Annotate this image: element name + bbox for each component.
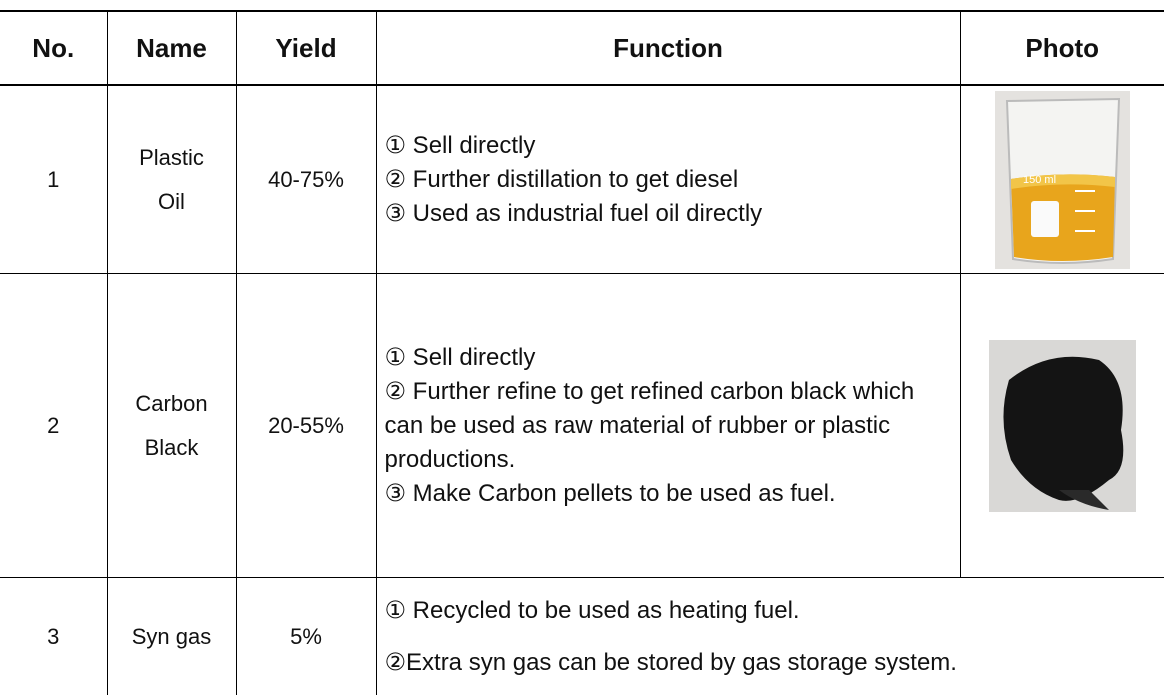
header-cell: Yield: [236, 11, 376, 85]
no-cell: 2: [0, 274, 107, 578]
header-cell: Function: [376, 11, 960, 85]
photo-cell: 150 ml: [960, 85, 1164, 274]
header-cell: Name: [107, 11, 236, 85]
function-cell: ① Sell directly ② Further distillation t…: [376, 85, 960, 274]
name-line: Syn gas: [108, 615, 236, 659]
name-line: Plastic: [108, 136, 236, 180]
photo-cell: [960, 274, 1164, 578]
yield-cell: 20-55%: [236, 274, 376, 578]
function-line: ① Recycled to be used as heating fuel.: [385, 585, 1164, 637]
svg-text:150 ml: 150 ml: [1023, 174, 1056, 186]
no-cell: 3: [0, 578, 107, 695]
function-line: ③ Make Carbon pellets to be used as fuel…: [385, 477, 948, 511]
yield-cell: 5%: [236, 578, 376, 695]
name-line: Black: [108, 426, 236, 470]
yield-cell: 40-75%: [236, 85, 376, 274]
function-line: ① Sell directly: [385, 341, 948, 375]
row: 3 Syn gas 5% ① Recycled to be used as he…: [0, 578, 1164, 695]
header-cell: Photo: [960, 11, 1164, 85]
function-line: ③ Used as industrial fuel oil directly: [385, 197, 960, 231]
no-cell: 1: [0, 85, 107, 274]
header-row: No. Name Yield Function Photo: [0, 11, 1164, 85]
function-cell: ① Recycled to be used as heating fuel. ②…: [376, 578, 1164, 695]
page: No. Name Yield Function Photo 1 PlasticO…: [0, 0, 1164, 695]
function-line: ②Extra syn gas can be stored by gas stor…: [385, 637, 1164, 689]
function-line: ① Sell directly: [385, 129, 960, 163]
function-cell: ① Sell directly ② Further refine to get …: [376, 274, 960, 578]
name-line: Carbon: [108, 382, 236, 426]
oil-photo: 150 ml: [995, 91, 1130, 269]
name-line: Oil: [108, 180, 236, 224]
function-line: ② Further refine to get refined carbon b…: [385, 375, 948, 477]
carbon-photo: [989, 340, 1136, 512]
header-cell: No.: [0, 11, 107, 85]
function-line: ② Further distillation to get diesel: [385, 163, 960, 197]
name-cell: Syn gas: [107, 578, 236, 695]
